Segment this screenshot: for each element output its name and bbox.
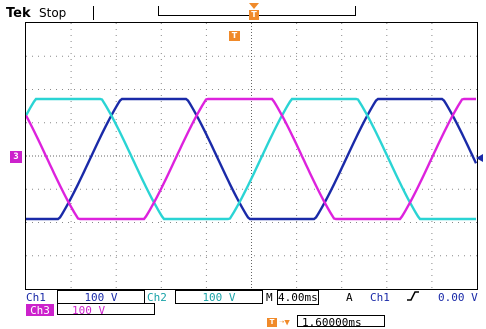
ch1-trace [26, 97, 477, 221]
ch1-scale: 100 V [57, 290, 145, 304]
trigger-level-arrow-icon[interactable] [476, 154, 483, 162]
trigger-position-arrow-icon [249, 3, 259, 9]
brand-label: Tek [6, 6, 31, 21]
waveform-display [25, 22, 478, 290]
horizontal-position-value[interactable]: 1.60000ms [297, 315, 385, 329]
top-status-bar: Tek Stop T [0, 0, 486, 22]
timebase-prefix: M [266, 291, 273, 304]
ch3-scale: 100 V [57, 303, 155, 317]
horizontal-position-arrow-icon: ➝▼ [279, 318, 290, 328]
trigger-source[interactable]: Ch1 [370, 291, 390, 304]
horizontal-position-icon: T [267, 318, 277, 327]
ch2-trace [26, 97, 476, 221]
ch3-ground-marker-icon[interactable]: 3 [10, 151, 22, 163]
trigger-position-icon: T [249, 10, 259, 20]
horizontal-marker-icon: T [229, 31, 240, 41]
waveform-plot [26, 23, 477, 289]
timebase-value[interactable]: 4.00ms [277, 290, 319, 305]
ch2-scale: 100 V [175, 290, 263, 304]
ch2-label[interactable]: Ch2 [147, 291, 167, 304]
rising-edge-icon [407, 291, 419, 301]
divider [93, 6, 94, 20]
run-state-label: Stop [39, 6, 67, 20]
trigger-level[interactable]: 0.00 V [438, 291, 478, 304]
ch3-trace [26, 97, 476, 221]
ch1-label[interactable]: Ch1 [26, 291, 46, 304]
ch3-label[interactable]: Ch3 [26, 304, 54, 317]
acquisition-mode: A [346, 291, 353, 304]
